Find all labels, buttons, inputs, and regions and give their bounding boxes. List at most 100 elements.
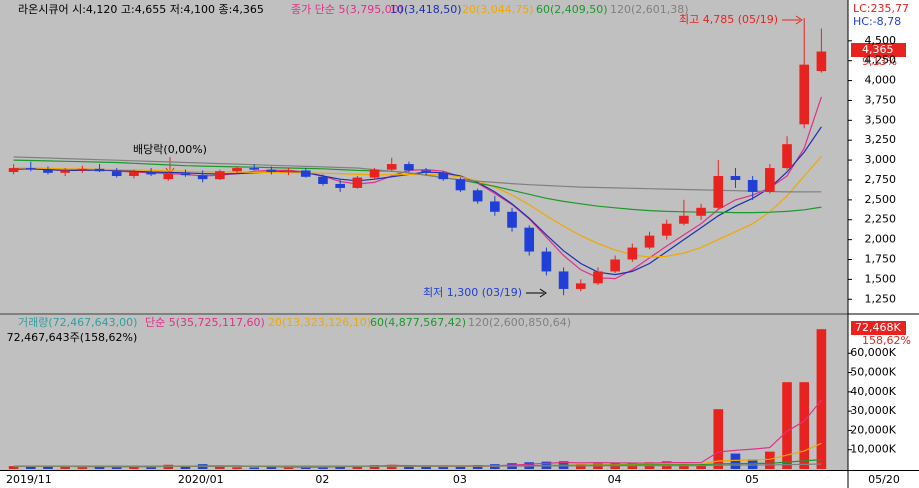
candle-body [490, 201, 500, 212]
candle-body [421, 170, 431, 173]
badge-box [851, 43, 906, 57]
moving-average [13, 156, 822, 193]
volume-bar [765, 451, 775, 469]
candle-body [747, 179, 758, 192]
y-tick-label: 3,000 [865, 153, 897, 166]
annotation: 배당락(0,00%) [133, 143, 207, 156]
volume-bar [129, 466, 139, 469]
legend-entry: 10(3,418,50) [390, 3, 462, 16]
candle-body [335, 183, 345, 188]
candle-body [558, 271, 569, 289]
candle-body [593, 271, 603, 284]
candle-body [524, 227, 535, 252]
y-tick-label: 30,000K [850, 404, 896, 417]
y-tick-label: 2,000 [865, 233, 897, 246]
volume-title: 72,467,643주(158,62%) [7, 331, 138, 344]
volume-bar [111, 466, 122, 469]
candle-body [232, 168, 242, 172]
y-tick-label: 3,750 [865, 93, 897, 106]
x-tick-label: 05/20 [868, 473, 900, 486]
candle-body [661, 223, 672, 236]
volume-bar [455, 466, 466, 469]
annotation-arrow [782, 15, 803, 25]
candle-body [644, 235, 655, 248]
candle-body [77, 168, 88, 171]
badge: 72,468K [855, 321, 901, 334]
candle-body [25, 168, 36, 170]
legend-entry: 20(13,323,126,10) [268, 316, 371, 329]
y-tick-label: 4,000 [865, 74, 897, 87]
x-tick-label: 04 [608, 473, 622, 486]
candle-body [696, 207, 706, 216]
y-tick-label: 10,000K [850, 443, 896, 456]
volume-bar [215, 466, 225, 469]
legend-entry: 단순 5(35,725,117,60) [145, 316, 265, 329]
candle-body [438, 172, 449, 180]
volume-bar [369, 465, 380, 469]
y-tick-label: 3,250 [865, 133, 897, 146]
candle-body [215, 171, 225, 180]
legend-entry: 종가 단순 5(3,795,00) [291, 3, 403, 16]
volume-bar [575, 464, 586, 469]
candle-body [575, 283, 586, 289]
legend-entry: 60(4,877,567,42) [370, 316, 466, 329]
volume-bar [799, 382, 810, 469]
y-tick-label: 1,500 [865, 272, 897, 285]
candle-body [679, 215, 689, 224]
x-tick-label: 2019/11 [6, 473, 52, 486]
y-tick-label: 60,000K [850, 346, 896, 359]
candle-body [146, 172, 156, 175]
candle-body [352, 177, 363, 188]
candle-body [610, 259, 620, 272]
candle-body [318, 176, 328, 184]
volume-bar [25, 465, 36, 469]
volume-bar [696, 464, 706, 469]
candle-body [180, 173, 191, 176]
candle-body [782, 144, 792, 169]
legend-entry: 20(3,044,75) [462, 3, 534, 16]
y-tick-label: 40,000K [850, 385, 896, 398]
legend-entry: 120(2,600,850,64) [468, 316, 571, 329]
y-tick-label: 2,750 [865, 173, 897, 186]
candle-body [94, 168, 105, 172]
volume-bar [146, 467, 156, 469]
candle-body [455, 179, 466, 191]
legend-entry: 60(2,409,50) [536, 3, 608, 16]
volume-bar [300, 467, 311, 469]
candle-body [43, 169, 53, 173]
candle-body [163, 173, 174, 180]
y-tick-label: 2,250 [865, 213, 897, 226]
price-panel [0, 0, 848, 313]
candle-body [816, 51, 827, 72]
volume-panel [0, 315, 848, 470]
candle-body [369, 169, 380, 178]
badge-box [851, 321, 906, 335]
y-tick-label: 1,750 [865, 253, 897, 266]
candle-body [765, 168, 775, 192]
candle-body [266, 169, 277, 173]
x-tick-label: 03 [453, 473, 467, 486]
badge: LC:235,77 [853, 2, 909, 15]
badge: 9,13% [862, 55, 897, 68]
annotation: 최저 1,300 (03/19) [423, 286, 522, 299]
volume-bar [43, 466, 53, 469]
candle-body [386, 164, 397, 170]
volume-bar [60, 467, 70, 469]
volume-bar [438, 467, 449, 469]
candle-body [404, 164, 414, 171]
volume-bar [472, 465, 483, 469]
volume-bar [352, 465, 363, 469]
candle-body [129, 172, 139, 176]
volume-bar [713, 409, 724, 469]
candle-body [507, 211, 517, 228]
badge: 158,62% [862, 334, 911, 347]
volume-bar [77, 467, 88, 469]
candle-body [283, 170, 294, 173]
candle-body [541, 251, 552, 272]
candle-body [713, 175, 724, 208]
candle-body [730, 175, 741, 180]
x-tick-label: 05 [745, 473, 759, 486]
candle-body [472, 190, 483, 202]
candle-body [799, 64, 810, 125]
